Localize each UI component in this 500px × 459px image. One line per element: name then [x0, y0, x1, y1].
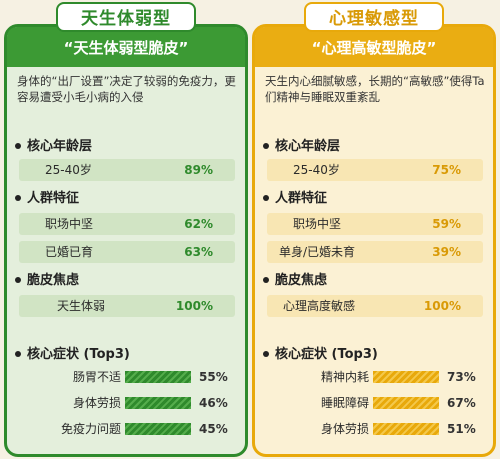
- section-group-traits: 人群特征: [15, 187, 79, 206]
- symptom-row: 身体劳损 51%: [269, 419, 489, 439]
- stat-label: 职场中坚: [45, 217, 94, 231]
- bullet-icon: [263, 142, 269, 149]
- stat-row: 25-40岁 89%: [19, 159, 235, 181]
- card-title: “天生体弱型脆皮”: [7, 27, 245, 67]
- symptom-value: 51%: [447, 422, 476, 436]
- section-group-traits: 人群特征: [263, 187, 327, 206]
- symptom-value: 46%: [199, 396, 228, 410]
- stat-row: 职场中坚 59%: [267, 213, 483, 235]
- symptom-bar: [125, 371, 191, 383]
- panel-congenital-weak: “天生体弱型脆皮” 身体的“出厂设置”决定了较弱的免疫力，更容易遭受小毛小病的入…: [4, 2, 248, 457]
- section-label: 脆皮焦虑: [275, 273, 328, 288]
- symptom-bar: [373, 423, 439, 435]
- card-description: 天生内心细腻敏感，长期的“高敏感”使得Ta们精神与睡眠双重紊乱: [265, 74, 485, 104]
- symptom-bar: [373, 397, 439, 409]
- symptom-row: 身体劳损 46%: [21, 393, 241, 413]
- symptom-bar: [125, 397, 191, 409]
- symptom-bar: [373, 371, 439, 383]
- section-core-age: 核心年龄层: [263, 135, 340, 154]
- card-psych-sensitive: “心理高敏型脆皮” 天生内心细腻敏感，长期的“高敏感”使得Ta们精神与睡眠双重紊…: [252, 24, 496, 457]
- stat-value: 89%: [184, 163, 213, 177]
- section-label: 核心症状 (Top3): [27, 347, 130, 362]
- stat-value: 100%: [175, 299, 213, 313]
- section-label: 脆皮焦虑: [27, 273, 80, 288]
- stat-row: 天生体弱 100%: [19, 295, 235, 317]
- stat-label: 单身/已婚未育: [279, 245, 356, 259]
- symptom-value: 73%: [447, 370, 476, 384]
- symptom-row: 肠胃不适 55%: [21, 367, 241, 387]
- symptom-bar: [125, 423, 191, 435]
- stat-value: 63%: [184, 245, 213, 259]
- stat-label: 25-40岁: [293, 163, 340, 177]
- stat-row: 职场中坚 62%: [19, 213, 235, 235]
- section-anxiety: 脆皮焦虑: [15, 269, 79, 288]
- stat-row: 已婚已育 63%: [19, 241, 235, 263]
- bullet-icon: [15, 276, 21, 283]
- symptom-label: 肠胃不适: [72, 370, 121, 384]
- stat-value: 39%: [432, 245, 461, 259]
- stat-label: 职场中坚: [293, 217, 342, 231]
- symptom-label: 睡眠障碍: [320, 396, 369, 410]
- symptom-value: 67%: [447, 396, 476, 410]
- symptom-value: 55%: [199, 370, 228, 384]
- card-title: “心理高敏型脆皮”: [255, 27, 493, 67]
- stat-value: 62%: [184, 217, 213, 231]
- bullet-icon: [263, 276, 269, 283]
- stat-row: 25-40岁 75%: [267, 159, 483, 181]
- section-core-symptoms: 核心症状 (Top3): [15, 343, 130, 362]
- section-anxiety: 脆皮焦虑: [263, 269, 327, 288]
- section-label: 人群特征: [275, 191, 328, 206]
- symptom-row: 免疫力问题 45%: [21, 419, 241, 439]
- section-core-symptoms: 核心症状 (Top3): [263, 343, 378, 362]
- symptom-label: 精神内耗: [320, 370, 369, 384]
- bullet-icon: [263, 194, 269, 201]
- stat-label: 已婚已育: [45, 245, 94, 259]
- stat-value: 100%: [423, 299, 461, 313]
- bullet-icon: [15, 142, 21, 149]
- section-label: 核心年龄层: [27, 139, 93, 154]
- panel-psych-sensitive: “心理高敏型脆皮” 天生内心细腻敏感，长期的“高敏感”使得Ta们精神与睡眠双重紊…: [252, 2, 496, 457]
- section-core-age: 核心年龄层: [15, 135, 92, 154]
- stat-label: 25-40岁: [45, 163, 92, 177]
- stat-label: 天生体弱: [57, 299, 106, 313]
- symptom-row: 睡眠障碍 67%: [269, 393, 489, 413]
- symptom-label: 免疫力问题: [60, 422, 121, 436]
- stat-row: 单身/已婚未育 39%: [267, 241, 483, 263]
- stat-value: 75%: [432, 163, 461, 177]
- section-label: 核心症状 (Top3): [275, 347, 378, 362]
- section-label: 人群特征: [27, 191, 80, 206]
- stat-value: 59%: [432, 217, 461, 231]
- type-label: 天生体弱型: [56, 2, 196, 32]
- symptom-label: 身体劳损: [320, 422, 369, 436]
- symptom-row: 精神内耗 73%: [269, 367, 489, 387]
- card-congenital-weak: “天生体弱型脆皮” 身体的“出厂设置”决定了较弱的免疫力，更容易遭受小毛小病的入…: [4, 24, 248, 457]
- symptom-value: 45%: [199, 422, 228, 436]
- bullet-icon: [15, 194, 21, 201]
- type-label: 心理敏感型: [304, 2, 444, 32]
- stat-label: 心理高度敏感: [283, 299, 356, 313]
- bullet-icon: [263, 350, 269, 357]
- section-label: 核心年龄层: [275, 139, 341, 154]
- symptom-label: 身体劳损: [72, 396, 121, 410]
- stat-row: 心理高度敏感 100%: [267, 295, 483, 317]
- bullet-icon: [15, 350, 21, 357]
- card-description: 身体的“出厂设置”决定了较弱的免疫力，更容易遭受小毛小病的入侵: [17, 74, 236, 104]
